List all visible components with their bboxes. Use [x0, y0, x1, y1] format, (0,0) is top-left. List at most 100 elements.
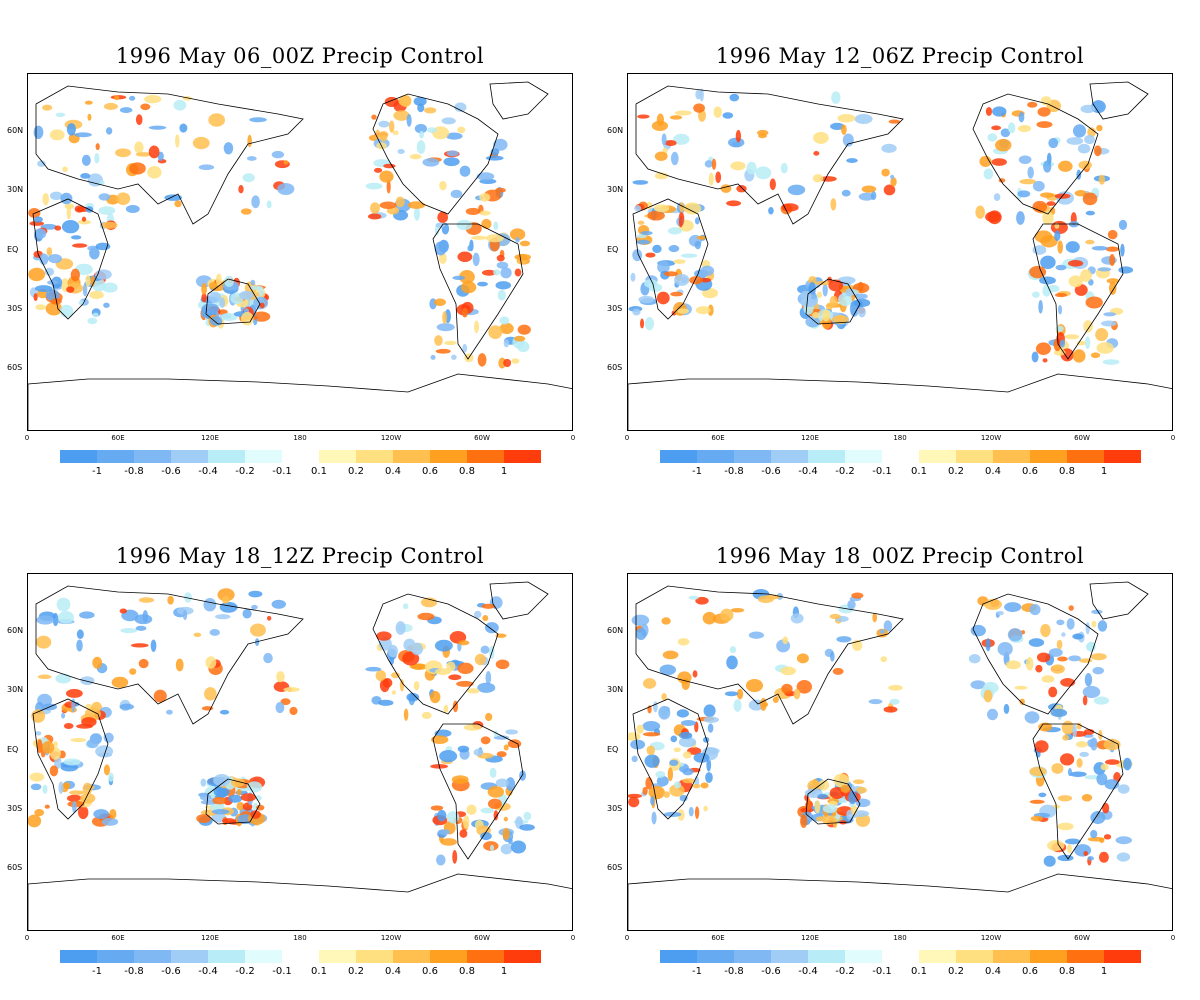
precip-anomaly-cell — [500, 843, 513, 855]
colorbar-swatch — [393, 950, 430, 963]
precip-anomaly-cell — [474, 320, 480, 334]
precip-anomaly-cell — [58, 610, 75, 624]
precip-anomaly-cell — [688, 595, 699, 600]
precip-anomaly-cell — [58, 781, 64, 794]
precip-anomaly-cell — [479, 193, 491, 202]
precip-anomaly-cell — [640, 318, 645, 329]
colorbar-tick-label: 0.2 — [348, 466, 364, 477]
precip-anomaly-cell — [1047, 840, 1065, 851]
colorbar-tick-label: 0.6 — [1022, 466, 1038, 477]
precip-anomaly-cell — [413, 206, 420, 221]
precip-anomaly-cell — [266, 200, 272, 209]
colorbar-tick-label: 0.6 — [1022, 966, 1038, 977]
precip-anomaly-cell — [703, 805, 708, 812]
precip-anomaly-cell — [1043, 855, 1056, 867]
precip-anomaly-cell — [114, 95, 120, 101]
precip-anomaly-cell — [514, 335, 526, 342]
precip-anomaly-cell — [880, 656, 888, 663]
precip-anomaly-cell — [481, 269, 497, 276]
precip-anomaly-cell — [499, 316, 510, 325]
precip-anomaly-cell — [1058, 160, 1073, 172]
precip-anomaly-cell — [857, 281, 864, 292]
precip-anomaly-cell — [443, 157, 460, 167]
colorbar-tick-label: -0.4 — [798, 966, 818, 977]
precip-anomaly-cell — [729, 93, 740, 102]
precip-anomaly-cell — [465, 207, 481, 216]
precip-anomaly-cell — [1065, 241, 1080, 253]
latitude-label: 30S — [607, 804, 623, 813]
precip-anomaly-cell — [508, 837, 513, 845]
precip-anomaly-cell — [37, 674, 52, 680]
precip-anomaly-cell — [519, 240, 531, 247]
precip-anomaly-cell — [419, 130, 424, 139]
colorbar-swatch — [697, 950, 734, 963]
precip-anomaly-cell — [663, 791, 670, 798]
precip-anomaly-cell — [1034, 740, 1049, 753]
precip-anomaly-cell — [705, 772, 713, 784]
precip-anomaly-cell — [669, 784, 685, 797]
precip-anomaly-cell — [35, 731, 42, 736]
precip-anomaly-cell — [1117, 784, 1130, 794]
colorbar-swatch — [356, 950, 393, 963]
precip-anomaly-cell — [44, 804, 50, 809]
precip-anomaly-cell — [991, 125, 1002, 131]
precip-anomaly-cell — [81, 154, 91, 166]
precip-anomaly-cell — [1090, 653, 1107, 661]
precip-anomaly-cell — [119, 107, 133, 113]
precip-anomaly-cell — [793, 688, 801, 700]
precip-anomaly-cell — [1092, 666, 1104, 675]
precip-anomaly-cell — [985, 106, 993, 116]
precip-anomaly-cell — [238, 184, 244, 194]
precip-anomaly-cell — [439, 180, 447, 191]
precip-anomaly-cell — [837, 114, 856, 123]
precip-anomaly-cell — [477, 682, 496, 693]
precip-anomaly-cell — [720, 184, 732, 193]
precip-anomaly-cell — [1087, 836, 1105, 842]
precip-anomaly-cell — [388, 120, 395, 133]
precip-anomaly-cell — [451, 775, 469, 785]
precip-anomaly-cell — [831, 91, 841, 104]
precip-anomaly-cell — [115, 148, 132, 158]
precip-anomaly-cell — [628, 796, 640, 808]
precip-anomaly-cell — [251, 195, 260, 209]
precip-anomaly-cell — [1079, 658, 1093, 663]
precip-anomaly-cell — [503, 744, 509, 751]
precip-anomaly-cell — [215, 614, 231, 620]
precip-anomaly-cell — [236, 801, 245, 811]
precip-anomaly-cell — [507, 739, 522, 749]
latitude-label: 60S — [607, 363, 623, 372]
precip-anomaly-cell — [76, 639, 83, 652]
colorbar-tick-label: 0.1 — [311, 966, 327, 977]
precip-anomaly-cell — [1051, 763, 1064, 774]
precip-anomaly-cell — [442, 311, 448, 324]
precip-anomaly-cell — [242, 608, 252, 619]
precip-anomaly-cell — [220, 312, 238, 322]
precip-anomaly-cell — [699, 277, 712, 283]
precip-anomaly-cell — [1074, 284, 1088, 296]
colorbar-swatch — [845, 450, 882, 463]
precip-anomaly-cell — [673, 781, 682, 789]
precip-anomaly-cell — [36, 615, 55, 625]
precip-anomaly-cell — [846, 809, 853, 820]
precip-anomaly-cell — [1038, 722, 1053, 732]
precip-anomaly-cell — [84, 707, 101, 721]
precip-anomaly-cell — [130, 643, 149, 648]
precip-anomaly-cell — [246, 781, 263, 793]
longitude-label: 0 — [570, 934, 576, 942]
precip-anomaly-cell — [72, 800, 77, 813]
precip-anomaly-cell — [1081, 794, 1093, 802]
precip-anomaly-cell — [215, 273, 222, 286]
precip-anomaly-cell — [1007, 628, 1023, 642]
colorbar-swatch — [60, 950, 97, 963]
colorbar-tick-label: -0.6 — [161, 966, 181, 977]
precip-anomaly-cell — [694, 240, 702, 250]
precip-anomaly-cell — [217, 588, 235, 602]
precip-anomaly-cell — [991, 158, 1007, 166]
precip-anomaly-cell — [63, 722, 74, 729]
precip-anomaly-cell — [204, 687, 217, 701]
precip-anomaly-cell — [148, 125, 167, 130]
precip-anomaly-cell — [1091, 245, 1108, 251]
precip-anomaly-cell — [92, 278, 106, 292]
latitude-label: 30S — [7, 804, 23, 813]
precip-anomaly-cell — [488, 325, 503, 340]
